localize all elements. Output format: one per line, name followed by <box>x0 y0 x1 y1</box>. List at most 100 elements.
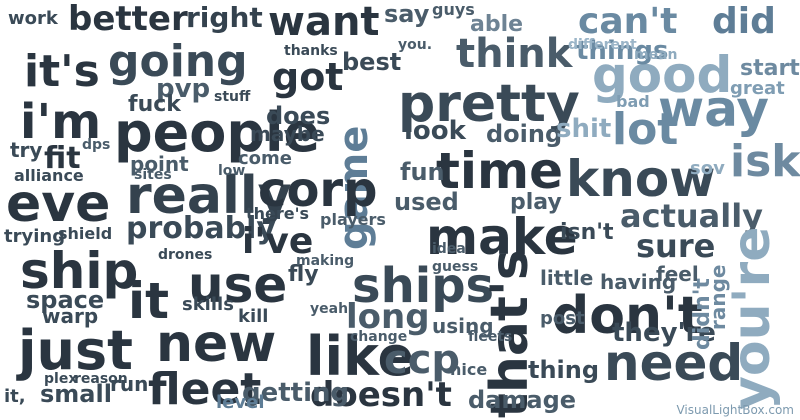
word: it, <box>4 386 26 407</box>
word: getting <box>242 378 350 408</box>
word: actually <box>620 197 764 235</box>
word: sov <box>690 158 725 179</box>
word: point <box>130 152 189 176</box>
word: damage <box>468 386 577 414</box>
word: low <box>218 163 246 179</box>
word: need <box>604 334 744 392</box>
word: better <box>68 0 188 39</box>
word: there's <box>246 204 310 223</box>
word: making <box>296 253 355 269</box>
word: kill <box>238 306 269 327</box>
word: space <box>26 286 105 314</box>
word: use <box>188 256 288 314</box>
word: start <box>740 56 800 81</box>
word: i'm <box>20 94 102 150</box>
word: long <box>346 297 430 337</box>
word: work <box>8 8 58 29</box>
word: guys <box>432 0 475 19</box>
word: fun <box>400 158 445 186</box>
word: want <box>268 0 380 45</box>
word: just <box>18 319 133 382</box>
word: dps <box>82 137 111 153</box>
word: trying <box>4 226 66 247</box>
word: ccp <box>384 337 461 383</box>
word: mean <box>634 47 678 63</box>
word: post <box>540 308 585 329</box>
word: stuff <box>214 89 251 105</box>
word: got <box>272 55 344 99</box>
word: nice <box>450 360 488 379</box>
word: yeah <box>310 301 349 317</box>
word: little <box>540 266 594 290</box>
word: used <box>394 188 459 216</box>
word: play <box>510 190 562 215</box>
word: come <box>238 148 292 169</box>
word: don't <box>552 286 703 346</box>
word: can't <box>578 1 678 42</box>
word: eve <box>6 174 111 234</box>
word: doesn't <box>310 375 452 415</box>
word: i've <box>242 221 314 262</box>
word: ships <box>352 258 495 314</box>
word: fit <box>44 141 81 176</box>
word: time <box>436 142 564 200</box>
word: level <box>216 392 265 413</box>
word: best <box>342 48 402 76</box>
word: fuck <box>128 92 181 117</box>
word: shit <box>556 114 612 144</box>
word: shield <box>58 224 113 243</box>
word: using <box>432 314 494 338</box>
word: skills <box>182 294 234 315</box>
word: drones <box>158 247 213 263</box>
word: run <box>110 372 149 396</box>
word: really <box>126 166 292 226</box>
word: different <box>568 37 637 53</box>
word: things <box>576 36 669 66</box>
word: it <box>128 272 170 330</box>
word: pretty <box>398 74 580 134</box>
word: great <box>730 78 785 99</box>
word: bad <box>616 92 650 111</box>
word: change <box>350 329 408 345</box>
word: lot <box>612 104 679 155</box>
word: sites <box>134 167 172 183</box>
word: range <box>706 264 730 330</box>
word: doing <box>486 120 563 148</box>
word: they're <box>612 318 716 348</box>
word: able <box>470 12 524 37</box>
watermark: VisualLightBox.com <box>676 403 794 417</box>
word: ship <box>20 242 139 300</box>
word: pvp <box>156 74 211 104</box>
word: good <box>592 46 733 104</box>
word: thanks <box>284 43 338 59</box>
word: sure <box>636 227 716 265</box>
word: thing <box>528 356 600 384</box>
word: small <box>40 380 112 408</box>
word: way <box>658 80 769 138</box>
word: you. <box>398 37 433 53</box>
word: going <box>108 36 248 87</box>
word: corp <box>258 162 378 218</box>
word: did <box>712 1 776 42</box>
word: maybe <box>250 122 325 146</box>
word: fleets <box>468 329 513 345</box>
word: fleet <box>148 364 262 415</box>
word: new <box>156 314 277 374</box>
word: probably <box>126 211 276 246</box>
word: guess <box>432 259 479 275</box>
word: having <box>600 270 677 294</box>
word: players <box>320 210 386 229</box>
word: right <box>186 1 263 34</box>
word: it's <box>24 46 100 97</box>
word: fly <box>288 262 319 287</box>
word: idea <box>432 241 466 257</box>
word: alliance <box>14 166 84 185</box>
word: try <box>10 138 43 162</box>
word: isk <box>730 136 800 187</box>
word: does <box>266 102 331 130</box>
word: feel <box>656 262 699 286</box>
word: think <box>456 31 573 77</box>
word: say <box>384 0 430 28</box>
word: people <box>114 101 321 164</box>
word: make <box>426 208 578 266</box>
